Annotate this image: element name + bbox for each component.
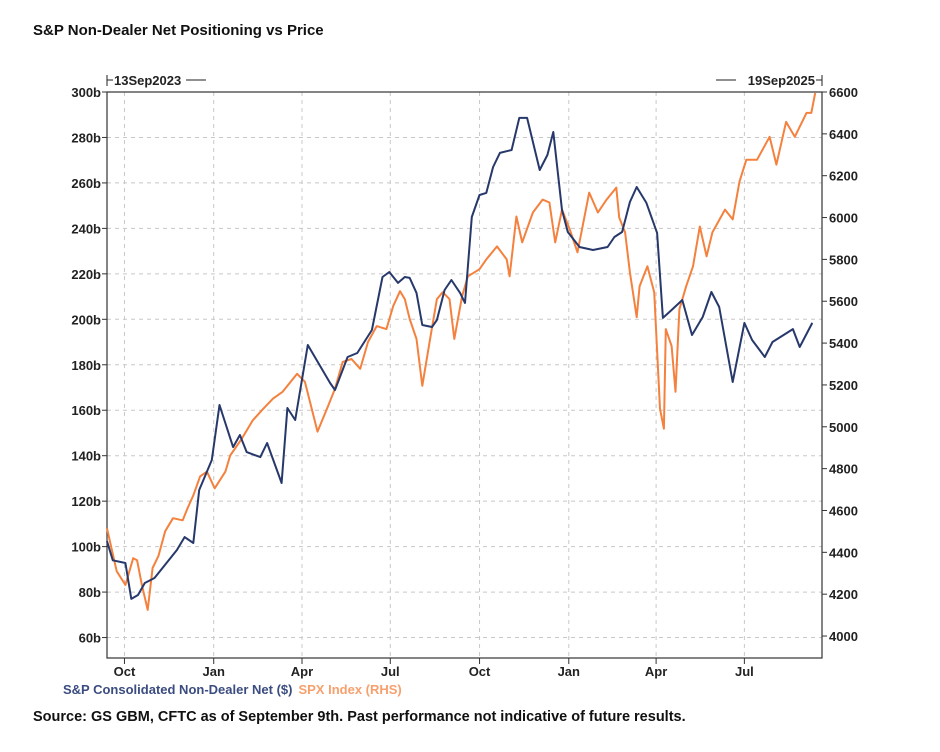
left-tick-label: 260b [71, 176, 101, 191]
right-tick-label: 6600 [829, 85, 858, 100]
right-tick-label: 5600 [829, 294, 858, 309]
gridlines [107, 92, 822, 658]
left-tick-label: 100b [71, 540, 101, 555]
x-tick-label: Apr [291, 664, 313, 679]
right-tick-label: 5400 [829, 336, 858, 351]
left-axis: 60b 80b 100b 120b 140b 160b 180b 200b 220b 240b 26… [71, 85, 107, 646]
right-tick-label: 5200 [829, 378, 858, 393]
right-axis: 4000 4200 4400 4600 4800 5000 5200 5400 5600 5800… [822, 85, 858, 644]
date-range-markers: 13Sep2023 19Sep2025 [106, 73, 823, 88]
right-tick-label: 6400 [829, 127, 858, 142]
legend: S&P Consolidated Non-Dealer Net ($) SPX I… [63, 682, 408, 697]
x-tick-label: Jul [735, 664, 754, 679]
x-tick-label: Jan [558, 664, 580, 679]
spx-line [106, 92, 817, 611]
right-tick-label: 4800 [829, 462, 858, 477]
left-tick-label: 280b [71, 130, 101, 145]
left-tick-label: 220b [71, 267, 101, 282]
end-date-label: 19Sep2025 [748, 73, 815, 88]
x-axis: Oct Jan Apr Jul Oct Jan Apr Jul [114, 658, 754, 679]
left-tick-label: 300b [71, 85, 101, 100]
left-tick-label: 160b [71, 403, 101, 418]
left-tick-label: 180b [71, 358, 101, 373]
plot-frame [106, 91, 823, 659]
legend-item-spx: SPX Index (RHS) [298, 682, 402, 697]
x-tick-label: Jul [381, 664, 400, 679]
source-note: Source: GS GBM, CFTC as of September 9th… [33, 709, 686, 725]
right-tick-label: 5800 [829, 252, 858, 267]
left-tick-label: 200b [71, 312, 101, 327]
start-date-label: 13Sep2023 [114, 73, 181, 88]
left-tick-label: 140b [71, 449, 101, 464]
right-tick-label: 4200 [829, 587, 858, 602]
legend-item-nondealer-net: S&P Consolidated Non-Dealer Net ($) [63, 682, 293, 697]
right-tick-label: 4000 [829, 629, 858, 644]
x-tick-label: Oct [469, 664, 491, 679]
nondealer-net-line [106, 116, 814, 600]
right-tick-label: 4400 [829, 545, 858, 560]
x-tick-label: Apr [645, 664, 667, 679]
right-tick-label: 5000 [829, 420, 858, 435]
left-tick-label: 120b [71, 494, 101, 509]
x-tick-label: Jan [203, 664, 225, 679]
left-tick-label: 240b [71, 221, 101, 236]
left-tick-label: 80b [79, 585, 101, 600]
left-tick-label: 60b [79, 631, 101, 646]
x-tick-label: Oct [114, 664, 136, 679]
right-tick-label: 6200 [829, 169, 858, 184]
right-tick-label: 6000 [829, 211, 858, 226]
chart-title: S&P Non-Dealer Net Positioning vs Price [33, 22, 324, 39]
series-lines [106, 92, 817, 611]
right-tick-label: 4600 [829, 503, 858, 518]
